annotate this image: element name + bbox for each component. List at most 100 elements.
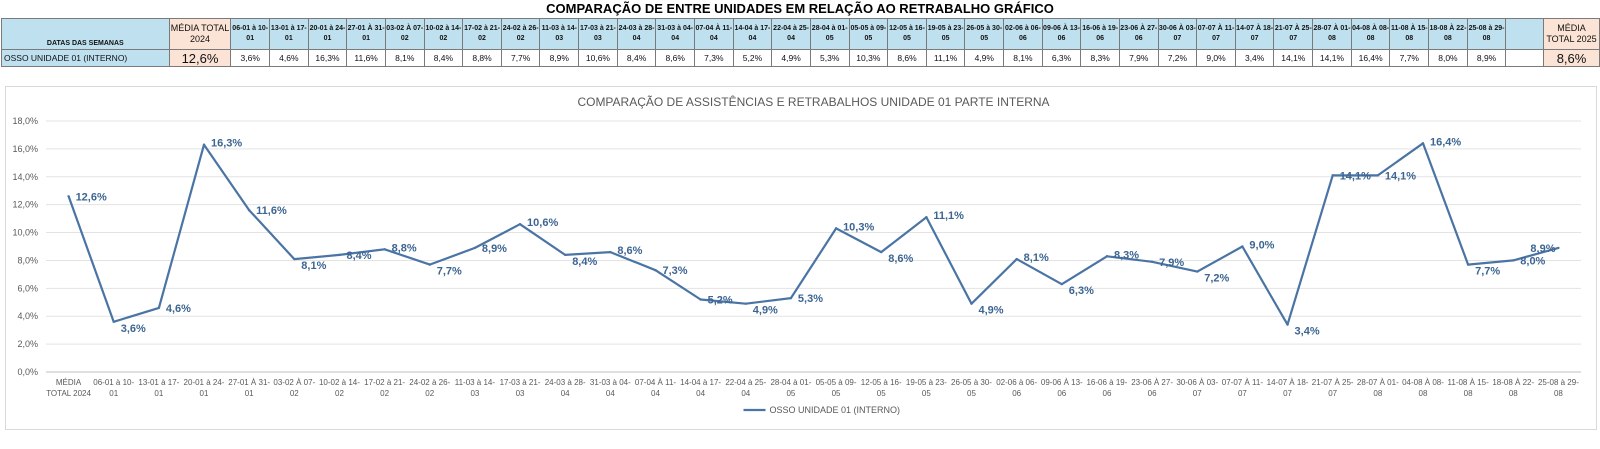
week-header-1: 06-01 à 10-01 <box>230 18 271 50</box>
week-value-8: 7,7% <box>500 49 541 67</box>
x-tick-label: 06-01 à 10-01 <box>93 378 134 398</box>
unit-values-row: OSSO UNIDADE 01 (INTERNO) 12,6% 3,6% 4,6%… <box>1 49 1600 67</box>
x-tick-label: 04-08 À 08-08 <box>1402 378 1444 398</box>
week-header-6: 10-02 à 14-02 <box>423 18 464 50</box>
data-label: 10,6% <box>527 217 558 229</box>
y-tick-label: 10,0% <box>12 228 38 238</box>
data-label: 8,1% <box>301 260 326 272</box>
x-tick-label: 22-04 à 25-04 <box>725 378 766 398</box>
week-header-19: 19-05 à 23-05 <box>925 18 966 50</box>
week-header-13: 07-04 À 11-04 <box>694 18 734 50</box>
data-point <box>1421 142 1425 145</box>
data-point <box>428 263 431 266</box>
data-point <box>1557 246 1560 250</box>
x-tick-label: 14-04 à 17-04 <box>680 378 721 398</box>
week-value-4: 11,6% <box>346 49 386 67</box>
avg-2025-value: 8,6% <box>1543 49 1600 67</box>
data-label: 8,4% <box>572 256 597 268</box>
x-tick-label: 05-05 à 09-05 <box>816 378 857 398</box>
data-label: 7,3% <box>662 265 687 277</box>
week-value-9: 8,9% <box>539 49 580 67</box>
data-point <box>744 302 747 305</box>
y-tick-label: 8,0% <box>17 255 38 265</box>
x-tick-label: 24-02 à 26-02 <box>409 378 450 398</box>
week-value-3: 16,3% <box>307 49 348 67</box>
week-header-10: 17-03 à 21-03 <box>578 18 618 50</box>
data-point <box>1466 263 1470 266</box>
unit-row-label: OSSO UNIDADE 01 (INTERNO) <box>1 49 170 67</box>
data-point <box>202 143 206 146</box>
data-label: 11,6% <box>256 205 287 217</box>
week-header-21: 02-06 à 06-06 <box>1003 18 1043 50</box>
x-tick-label: 26-05 à 30-05 <box>951 378 992 398</box>
week-value-18: 8,6% <box>887 49 927 67</box>
week-value-14: 5,2% <box>732 49 773 67</box>
week-header-2: 13-01 à 17-01 <box>269 18 309 50</box>
chart-area: COMPARAÇÃO DE ASSISTÊNCIAS E RETRABALHOS… <box>5 86 1597 430</box>
data-label: 8,9% <box>482 243 507 255</box>
week-value-32: 8,0% <box>1428 49 1468 67</box>
spacer-cell <box>1505 49 1545 67</box>
week-value-27: 3,4% <box>1234 49 1275 67</box>
week-header-25: 30-06 À 03-07 <box>1157 18 1198 50</box>
data-point <box>1060 282 1064 286</box>
week-header-23: 16-06 à 19-06 <box>1080 18 1120 50</box>
data-point <box>518 222 522 226</box>
data-label: 14,1% <box>1340 170 1371 182</box>
x-tick-label: 03-02 À 07-02 <box>273 378 315 398</box>
data-label: 7,2% <box>1204 273 1229 285</box>
y-tick-label: 14,0% <box>12 172 38 182</box>
week-header-11: 24-03 à 28-04 <box>616 18 657 50</box>
data-point <box>293 257 296 261</box>
x-tick-label: 24-03 à 28-04 <box>545 378 586 398</box>
x-tick-label: MÉDIA TOTAL 2024 <box>46 378 91 398</box>
data-label: 4,9% <box>753 305 778 317</box>
week-header-row: DATAS DAS SEMANAS MÉDIA TOTAL 2024 06-01… <box>1 18 1600 50</box>
week-header-15: 22-04 à 25-04 <box>771 18 811 50</box>
week-value-21: 8,1% <box>1003 49 1043 67</box>
spacer-cell <box>1505 18 1545 50</box>
data-label: 4,9% <box>979 305 1004 317</box>
series-line-osso-unidade-01 <box>67 142 1559 326</box>
data-label: 7,7% <box>1475 266 1500 278</box>
data-point <box>1196 270 1199 273</box>
data-label: 8,4% <box>346 250 371 262</box>
data-label: 5,3% <box>798 293 823 305</box>
week-value-23: 8,3% <box>1080 49 1120 67</box>
data-point <box>1015 257 1018 261</box>
data-point <box>247 209 251 212</box>
data-point <box>383 248 386 251</box>
data-label: 6,3% <box>1069 285 1094 297</box>
week-value-16: 5,3% <box>809 49 850 67</box>
data-point <box>699 298 702 301</box>
data-point <box>1105 255 1109 258</box>
data-label: 3,4% <box>1295 326 1320 338</box>
week-value-13: 7,3% <box>694 49 734 67</box>
x-tick-label: 11-03 à 14-03 <box>455 378 496 398</box>
x-tick-label: 09-06 À 13-06 <box>1041 378 1083 398</box>
data-label: 8,6% <box>888 253 913 265</box>
week-header-9: 11-03 à 14-03 <box>539 18 580 50</box>
legend-label: OSSO UNIDADE 01 (INTERNO) <box>770 405 901 415</box>
week-value-19: 11,1% <box>925 49 966 67</box>
week-header-14: 14-04 à 17-04 <box>732 18 773 50</box>
data-label: 16,3% <box>211 138 242 150</box>
x-tick-label: 28-04 à 01-05 <box>770 378 811 398</box>
y-tick-label: 0,0% <box>17 367 38 377</box>
row-header-label: DATAS DAS SEMANAS <box>1 18 170 50</box>
avg-2024-value: 12,6% <box>168 49 232 67</box>
data-point <box>157 306 161 310</box>
x-tick-label: 12-05 à 16-05 <box>861 378 902 398</box>
y-tick-label: 18,0% <box>12 116 38 126</box>
data-point <box>473 246 477 250</box>
weekly-rework-table: DATAS DAS SEMANAS MÉDIA TOTAL 2024 06-01… <box>1 18 1600 67</box>
data-point <box>1150 260 1154 264</box>
week-value-6: 8,4% <box>423 49 464 67</box>
x-tick-label: 14-07 À 18-07 <box>1267 378 1309 398</box>
data-label: 7,7% <box>437 266 462 278</box>
week-header-24: 23-06 À 27-06 <box>1118 18 1159 50</box>
x-tick-label: 31-03 à 04-04 <box>590 378 631 398</box>
data-label: 11,1% <box>933 210 964 222</box>
data-label: 8,9% <box>1530 243 1555 255</box>
y-tick-label: 6,0% <box>17 283 38 293</box>
